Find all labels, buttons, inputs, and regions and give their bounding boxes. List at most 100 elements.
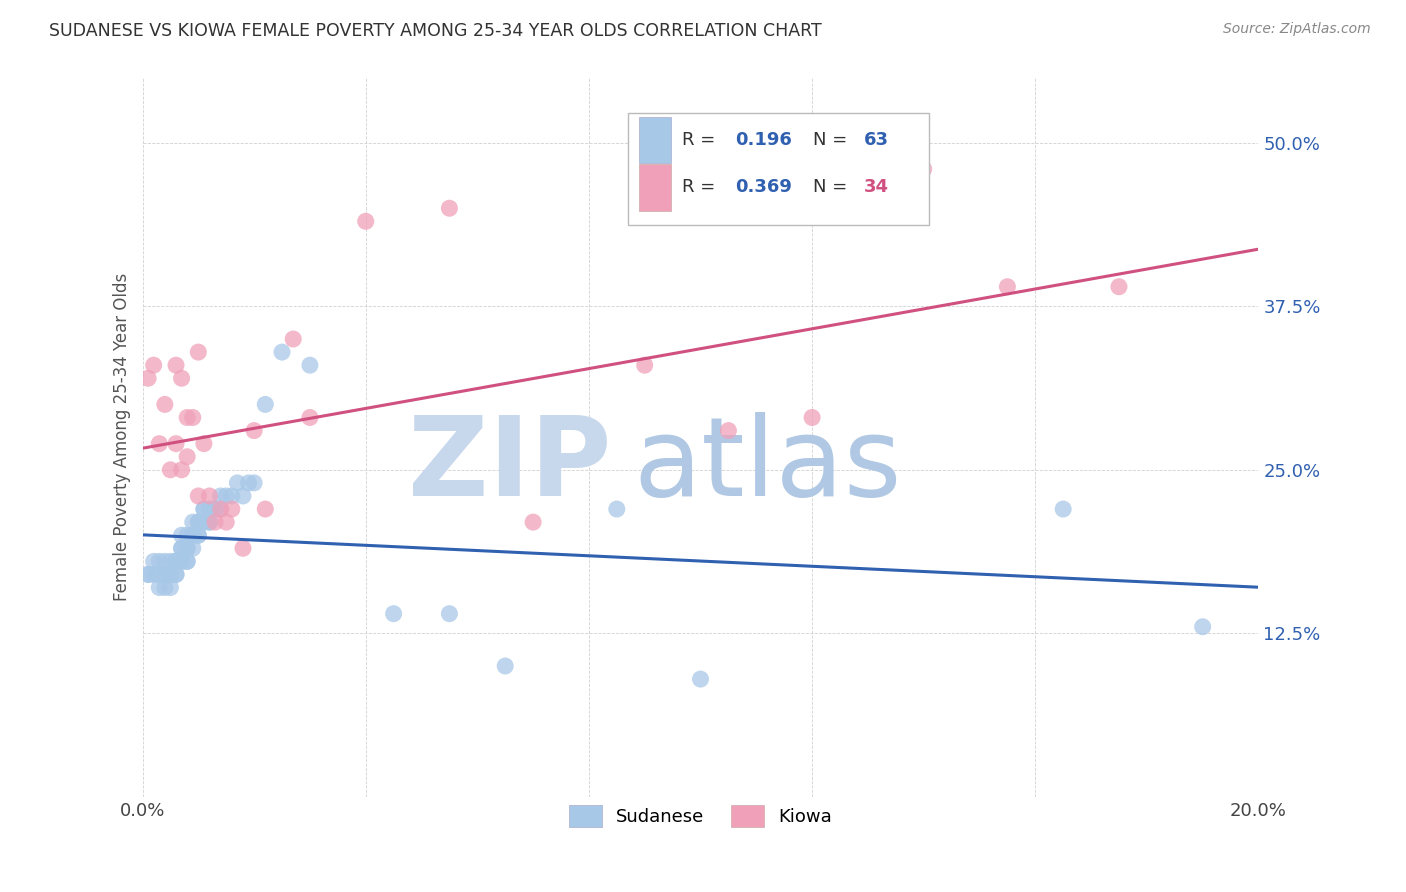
Point [187, 515, 209, 529]
Point [298, 410, 321, 425]
Point [1191, 620, 1213, 634]
Legend: Sudanese, Kiowa: Sudanese, Kiowa [562, 798, 839, 835]
Point [243, 424, 266, 438]
Point [689, 672, 711, 686]
Point [148, 436, 170, 450]
Point [176, 541, 198, 556]
Point [198, 515, 221, 529]
Text: 0.369: 0.369 [735, 178, 792, 196]
Point [232, 489, 254, 503]
Point [181, 528, 204, 542]
Point [159, 554, 181, 568]
Point [176, 410, 198, 425]
Point [232, 541, 254, 556]
Point [717, 424, 740, 438]
Point [354, 214, 377, 228]
FancyBboxPatch shape [640, 117, 672, 163]
Point [193, 502, 215, 516]
Point [193, 436, 215, 450]
Text: 0.196: 0.196 [735, 131, 792, 149]
Point [606, 502, 628, 516]
Point [165, 554, 187, 568]
Point [136, 371, 159, 385]
Point [170, 371, 193, 385]
Point [187, 345, 209, 359]
Point [176, 450, 198, 464]
Point [204, 502, 226, 516]
Point [439, 201, 461, 215]
Text: R =: R = [682, 131, 720, 149]
Text: atlas: atlas [634, 412, 903, 519]
Point [254, 397, 277, 411]
Point [165, 554, 187, 568]
Text: 63: 63 [863, 131, 889, 149]
Point [271, 345, 294, 359]
Point [170, 528, 193, 542]
Point [439, 607, 461, 621]
Text: SUDANESE VS KIOWA FEMALE POVERTY AMONG 25-34 YEAR OLDS CORRELATION CHART: SUDANESE VS KIOWA FEMALE POVERTY AMONG 2… [49, 22, 823, 40]
Point [176, 554, 198, 568]
Point [204, 515, 226, 529]
FancyBboxPatch shape [640, 164, 672, 211]
Point [912, 161, 935, 176]
Point [165, 554, 187, 568]
Point [165, 567, 187, 582]
Point [170, 463, 193, 477]
Point [215, 515, 238, 529]
Point [226, 475, 249, 490]
Point [170, 541, 193, 556]
Point [209, 502, 232, 516]
Point [995, 279, 1018, 293]
Point [193, 515, 215, 529]
Point [170, 554, 193, 568]
Point [165, 436, 187, 450]
Point [494, 659, 516, 673]
Point [136, 567, 159, 582]
Text: 34: 34 [863, 178, 889, 196]
Point [170, 541, 193, 556]
Point [181, 528, 204, 542]
Point [176, 541, 198, 556]
Point [181, 515, 204, 529]
Point [142, 358, 165, 372]
Point [153, 567, 176, 582]
FancyBboxPatch shape [628, 113, 929, 225]
Text: N =: N = [813, 131, 853, 149]
Point [181, 541, 204, 556]
Point [170, 554, 193, 568]
Point [187, 515, 209, 529]
Point [221, 502, 243, 516]
Point [176, 528, 198, 542]
Point [204, 502, 226, 516]
Point [148, 554, 170, 568]
Point [187, 528, 209, 542]
Text: ZIP: ZIP [408, 412, 612, 519]
Text: R =: R = [682, 178, 720, 196]
Point [165, 358, 187, 372]
Text: Source: ZipAtlas.com: Source: ZipAtlas.com [1223, 22, 1371, 37]
Point [142, 567, 165, 582]
Point [136, 567, 159, 582]
Point [243, 475, 266, 490]
Point [298, 358, 321, 372]
Point [187, 528, 209, 542]
Point [153, 581, 176, 595]
Point [159, 567, 181, 582]
Point [1108, 279, 1130, 293]
Point [148, 567, 170, 582]
Point [198, 502, 221, 516]
Point [254, 502, 277, 516]
Point [176, 554, 198, 568]
Point [159, 581, 181, 595]
Point [801, 410, 824, 425]
Point [181, 410, 204, 425]
Text: N =: N = [813, 178, 853, 196]
Point [148, 581, 170, 595]
Point [1052, 502, 1074, 516]
Point [283, 332, 305, 346]
Point [198, 489, 221, 503]
Point [159, 463, 181, 477]
Point [187, 489, 209, 503]
Point [193, 502, 215, 516]
Point [215, 489, 238, 503]
